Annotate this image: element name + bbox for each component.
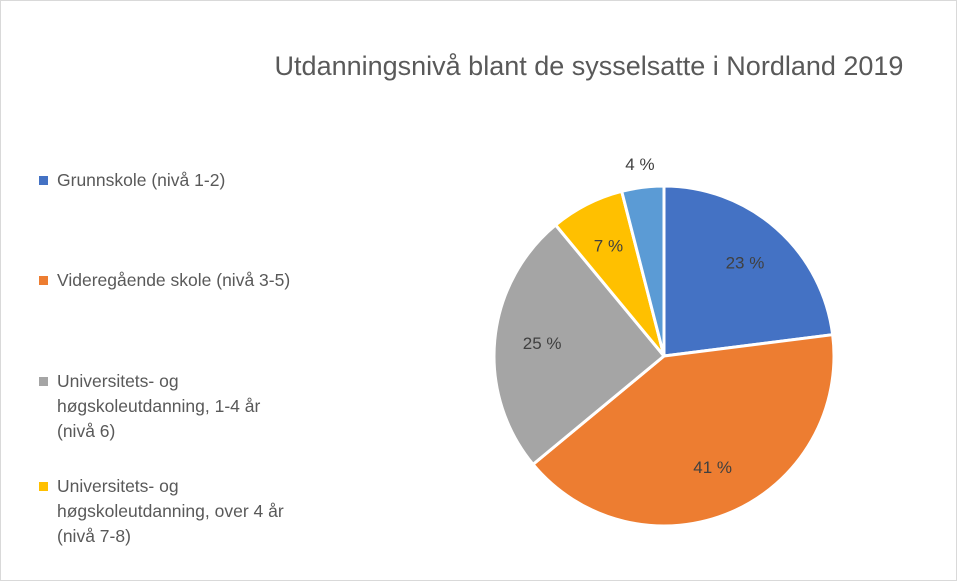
legend-label: Videregående skole (nivå 3-5) xyxy=(57,270,291,290)
pie-slice xyxy=(662,184,835,358)
legend-label: Grunnskole (nivå 1-2) xyxy=(57,170,226,190)
legend-swatch xyxy=(39,176,48,185)
legend-swatch xyxy=(39,482,48,491)
legend-swatch xyxy=(39,276,48,285)
legend-item: Grunnskole (nivå 1-2) xyxy=(39,168,299,193)
pie-slice xyxy=(530,333,836,528)
legend-label: Universitets- og høgskoleutdanning, over… xyxy=(57,476,284,546)
chart-title: Utdanningsnivå blant de sysselsatte i No… xyxy=(274,51,904,81)
pie-slice xyxy=(492,222,667,467)
data-label: 41 % xyxy=(693,458,732,477)
data-label: 23 % xyxy=(726,254,765,273)
legend-label: Universitets- og høgskoleutdanning, 1-4 … xyxy=(57,371,261,441)
data-label: 4 % xyxy=(625,155,654,174)
pie-slice xyxy=(619,184,666,357)
legend-item: Universitets- og høgskoleutdanning, 1-4 … xyxy=(39,369,299,444)
data-label: 25 % xyxy=(523,334,562,353)
legend-item: Videregående skole (nivå 3-5) xyxy=(39,268,299,293)
legend-item: Universitets- og høgskoleutdanning, over… xyxy=(39,474,299,549)
data-label: 7 % xyxy=(594,236,623,255)
legend-swatch xyxy=(39,377,48,386)
